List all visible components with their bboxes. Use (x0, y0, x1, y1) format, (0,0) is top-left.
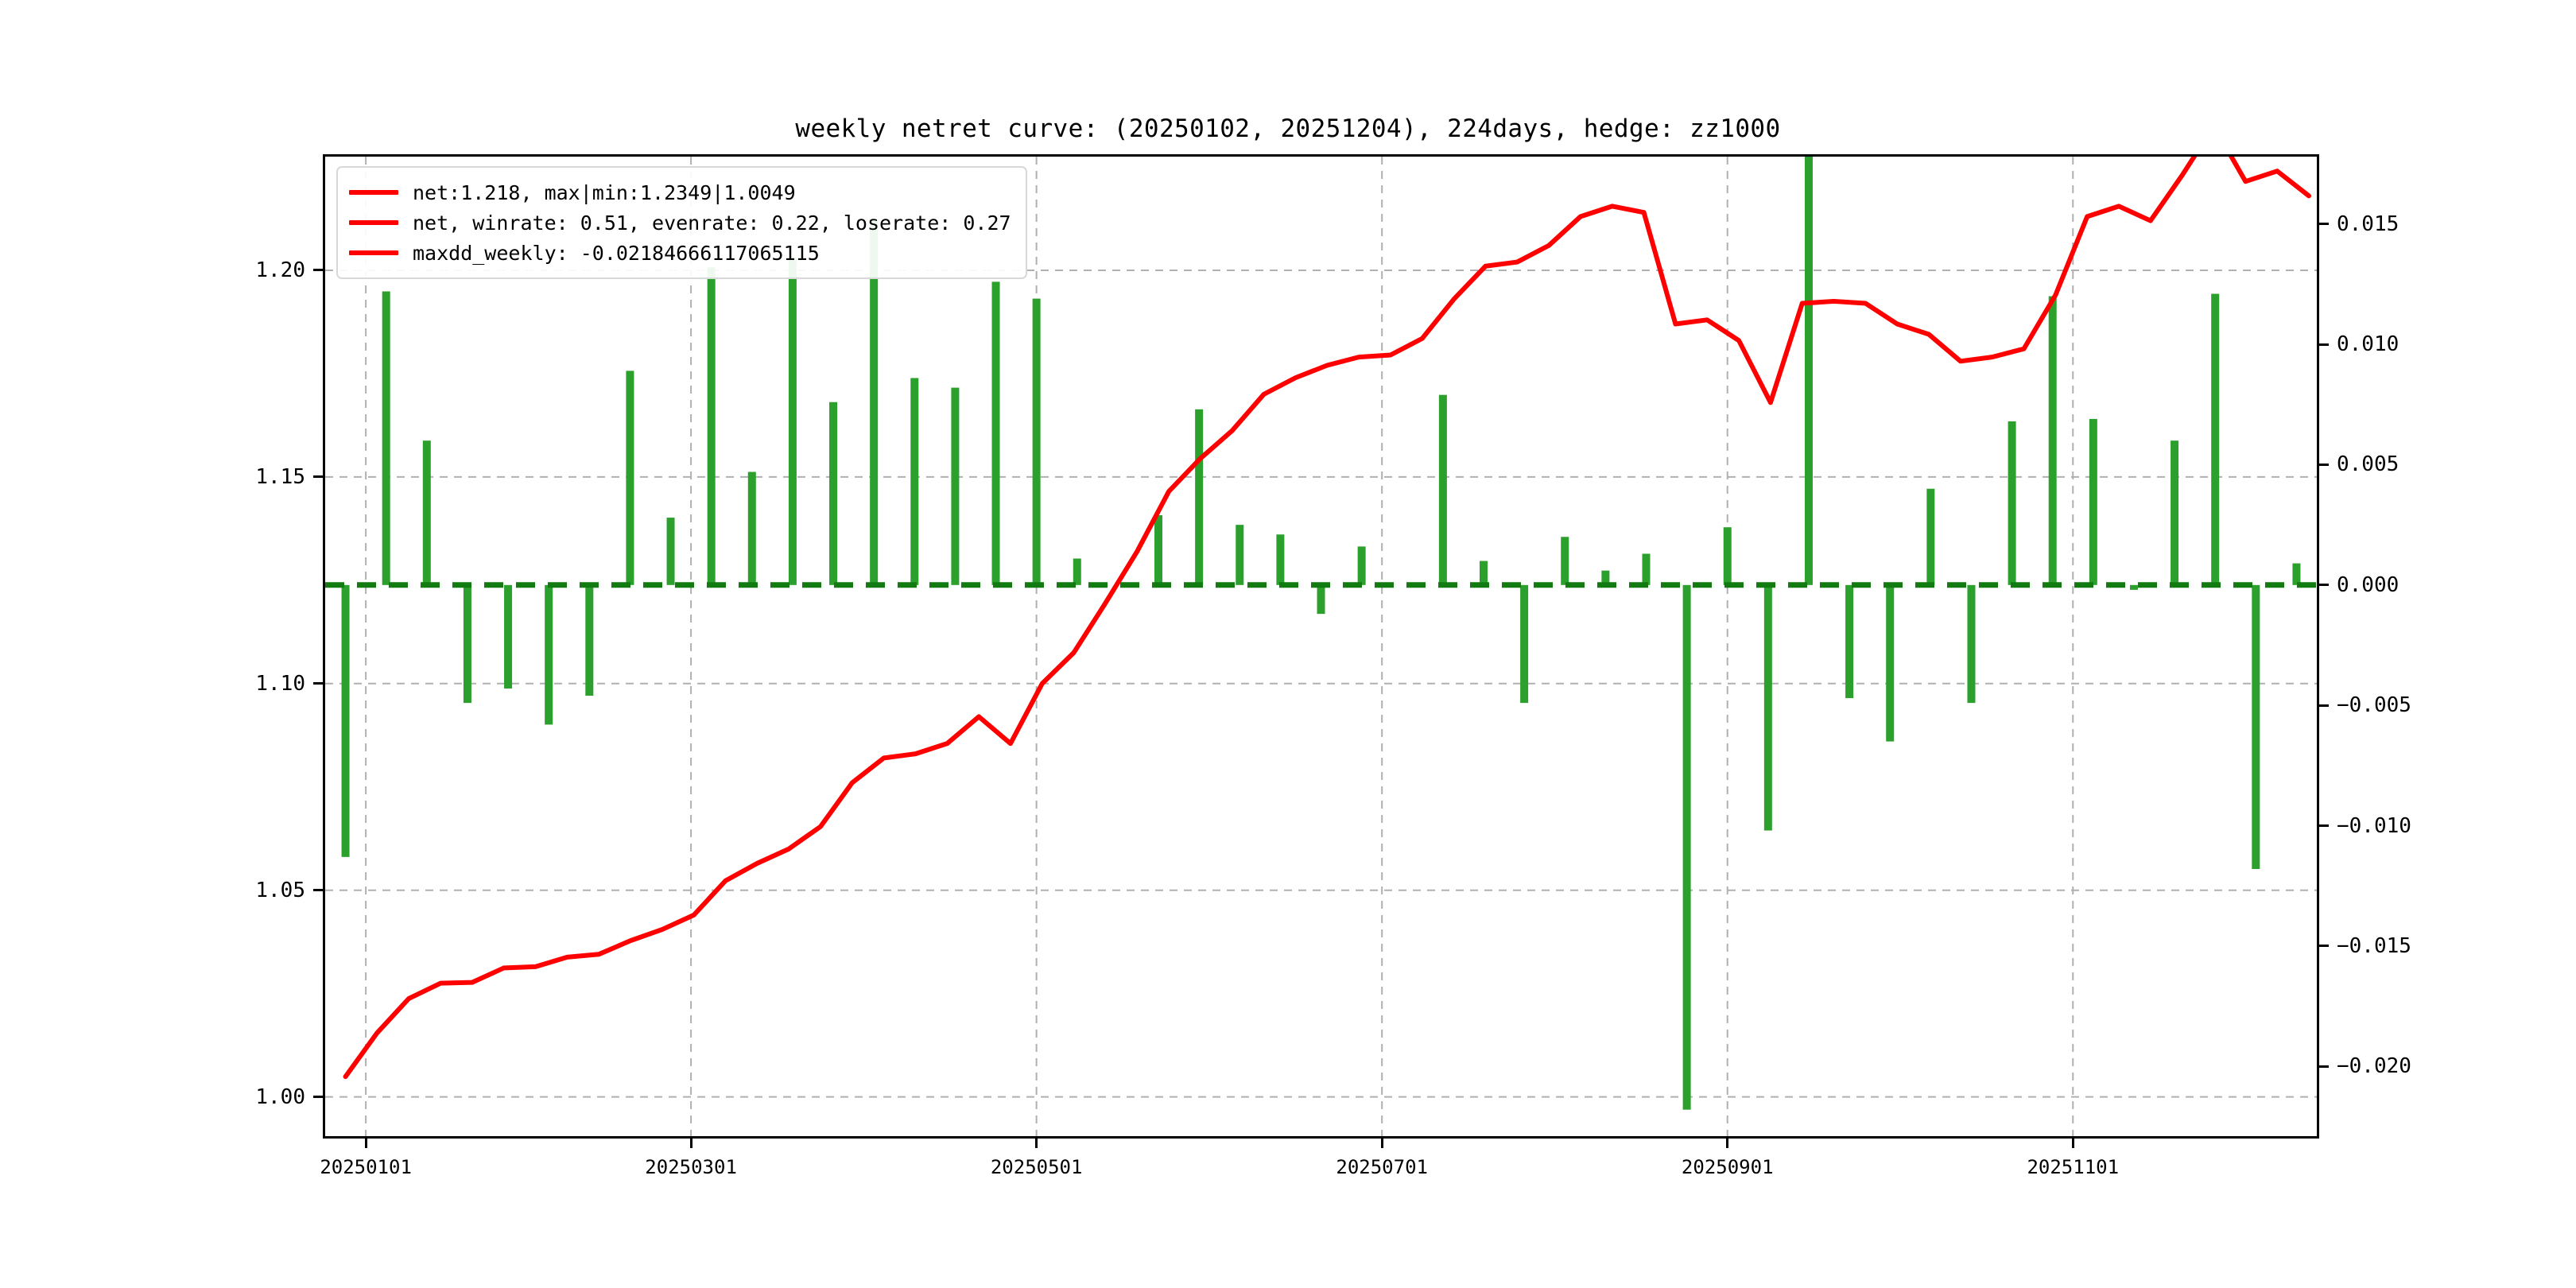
legend-box[interactable]: net:1.218, max|min:1.2349|1.0049 net, wi… (336, 166, 1027, 279)
x-tick-label: 20250901 (1681, 1156, 1774, 1178)
x-tick-label: 20251101 (2027, 1156, 2120, 1178)
legend-label-net: net:1.218, max|min:1.2349|1.0049 (413, 180, 796, 204)
plot-canvas (325, 157, 2317, 1136)
right-y-tick-label: 0.010 (2337, 332, 2399, 357)
x-tick-label: 20250501 (990, 1156, 1083, 1178)
right-y-tick-mark (2319, 223, 2329, 226)
legend-item-winrate: net, winrate: 0.51, evenrate: 0.22, lose… (349, 208, 1011, 238)
legend-item-net: net:1.218, max|min:1.2349|1.0049 (349, 177, 1011, 208)
plot-area: net:1.218, max|min:1.2349|1.0049 net, wi… (323, 154, 2319, 1139)
net-curve-line (343, 157, 2311, 1080)
left-y-tick-mark (313, 269, 323, 272)
x-tick-label: 20250101 (320, 1156, 412, 1178)
right-y-tick-label: −0.015 (2337, 933, 2411, 958)
chart-title: weekly netret curve: (20250102, 20251204… (795, 114, 1781, 143)
x-tick-mark (2071, 1139, 2074, 1148)
x-tick-mark (689, 1139, 692, 1148)
right-y-tick-label: −0.005 (2337, 693, 2411, 718)
right-y-tick-label: −0.010 (2337, 813, 2411, 838)
x-tick-mark (1726, 1139, 1729, 1148)
x-tick-mark (364, 1139, 367, 1148)
left-y-tick-mark (313, 889, 323, 892)
right-y-tick-mark (2319, 704, 2329, 707)
left-y-tick-label: 1.20 (255, 258, 305, 282)
zero-reference-line (325, 582, 2317, 588)
right-y-tick-mark (2319, 824, 2329, 827)
legend-swatch-net (349, 190, 398, 195)
weekly-netret-bars (341, 157, 2301, 1110)
gridlines (325, 157, 2317, 1136)
left-y-tick-label: 1.15 (255, 464, 305, 489)
left-y-tick-label: 1.05 (255, 878, 305, 902)
right-y-tick-mark (2319, 1065, 2329, 1068)
right-y-tick-label: −0.020 (2337, 1054, 2411, 1079)
right-y-tick-mark (2319, 463, 2329, 466)
left-y-tick-label: 1.00 (255, 1084, 305, 1109)
right-y-tick-label: 0.005 (2337, 452, 2399, 477)
right-y-tick-mark (2319, 945, 2329, 948)
left-y-tick-mark (313, 1096, 323, 1099)
legend-swatch-winrate (349, 220, 398, 225)
x-tick-mark (1035, 1139, 1038, 1148)
left-y-tick-label: 1.10 (255, 671, 305, 696)
left-y-tick-mark (313, 475, 323, 479)
x-tick-label: 20250701 (1336, 1156, 1428, 1178)
legend-label-winrate: net, winrate: 0.51, evenrate: 0.22, lose… (413, 211, 1011, 235)
right-y-tick-label: 0.000 (2337, 572, 2399, 597)
right-y-tick-label: 0.015 (2337, 211, 2399, 236)
right-y-tick-mark (2319, 343, 2329, 346)
left-y-tick-mark (313, 682, 323, 685)
right-y-tick-mark (2319, 584, 2329, 587)
legend-item-maxdd: maxdd_weekly: -0.02184666117065115 (349, 238, 1011, 268)
legend-label-maxdd: maxdd_weekly: -0.02184666117065115 (413, 241, 820, 265)
x-tick-label: 20250301 (645, 1156, 737, 1178)
legend-swatch-maxdd (349, 250, 398, 255)
x-tick-mark (1380, 1139, 1383, 1148)
